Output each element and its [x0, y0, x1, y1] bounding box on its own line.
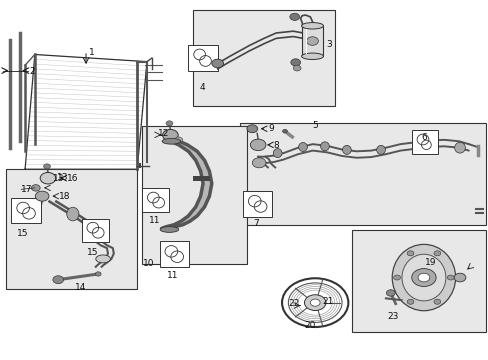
Text: 11: 11 [148, 216, 160, 225]
Circle shape [282, 130, 287, 133]
Bar [11, 198, 41, 224]
Ellipse shape [162, 138, 180, 144]
Text: 22: 22 [288, 299, 299, 308]
Ellipse shape [376, 145, 385, 154]
Ellipse shape [454, 142, 465, 153]
Text: 1: 1 [89, 48, 95, 57]
Text: 14: 14 [74, 283, 86, 292]
Circle shape [43, 164, 50, 169]
Ellipse shape [401, 254, 445, 301]
Text: 5: 5 [311, 121, 317, 130]
Circle shape [304, 295, 325, 311]
Ellipse shape [301, 23, 323, 29]
Ellipse shape [342, 145, 350, 154]
Bar [239, 123, 485, 225]
Text: 8: 8 [273, 141, 279, 150]
Circle shape [310, 299, 320, 306]
Bar [411, 130, 437, 154]
Text: 6: 6 [420, 133, 426, 142]
Bar [159, 241, 188, 267]
Circle shape [31, 185, 40, 191]
Circle shape [453, 273, 465, 282]
Bar [301, 26, 323, 56]
Ellipse shape [67, 207, 79, 221]
Bar [82, 219, 109, 242]
Circle shape [40, 172, 56, 184]
Bar [142, 126, 246, 264]
Circle shape [293, 65, 301, 71]
Circle shape [95, 272, 101, 276]
Ellipse shape [298, 143, 307, 152]
Circle shape [433, 299, 440, 304]
Bar [188, 45, 217, 71]
Text: 7: 7 [253, 219, 259, 228]
Ellipse shape [273, 149, 282, 158]
Circle shape [211, 59, 223, 68]
Circle shape [417, 273, 429, 282]
Circle shape [289, 13, 299, 21]
Circle shape [53, 276, 63, 284]
Text: 12: 12 [158, 129, 169, 138]
Text: 10: 10 [143, 259, 154, 268]
Text: 13: 13 [57, 173, 68, 182]
Ellipse shape [320, 142, 329, 151]
Circle shape [290, 59, 300, 66]
Circle shape [306, 37, 318, 45]
Circle shape [407, 299, 413, 304]
Circle shape [447, 275, 453, 280]
Text: 18: 18 [59, 192, 71, 201]
Bar [193, 176, 210, 181]
Text: 17: 17 [21, 185, 33, 194]
Bar [142, 188, 169, 212]
Text: 3: 3 [325, 40, 331, 49]
Ellipse shape [301, 53, 323, 59]
Text: 16: 16 [67, 174, 79, 183]
Circle shape [433, 251, 440, 256]
Circle shape [246, 125, 257, 133]
Bar [351, 230, 485, 332]
Text: 13: 13 [53, 174, 65, 183]
Text: 2: 2 [29, 67, 35, 76]
Circle shape [165, 121, 172, 126]
Text: 9: 9 [267, 124, 273, 133]
Text: 4: 4 [199, 83, 204, 92]
Circle shape [162, 130, 178, 141]
Circle shape [393, 275, 400, 280]
Circle shape [35, 191, 49, 201]
Text: 20: 20 [304, 321, 315, 330]
Circle shape [407, 251, 413, 256]
Circle shape [250, 139, 265, 150]
Circle shape [386, 290, 394, 296]
Ellipse shape [160, 226, 178, 232]
Ellipse shape [96, 255, 110, 263]
Text: 15: 15 [86, 248, 98, 257]
Text: 21: 21 [322, 297, 333, 306]
Text: 19: 19 [424, 258, 436, 267]
Ellipse shape [391, 244, 455, 311]
Bar [243, 191, 272, 217]
Text: 15: 15 [17, 229, 28, 238]
Circle shape [252, 158, 265, 168]
Polygon shape [25, 54, 147, 169]
Bar [5, 169, 137, 289]
Text: 23: 23 [387, 312, 398, 321]
Circle shape [174, 137, 182, 143]
Bar [193, 10, 334, 107]
Text: 11: 11 [167, 270, 178, 279]
Circle shape [411, 269, 435, 287]
